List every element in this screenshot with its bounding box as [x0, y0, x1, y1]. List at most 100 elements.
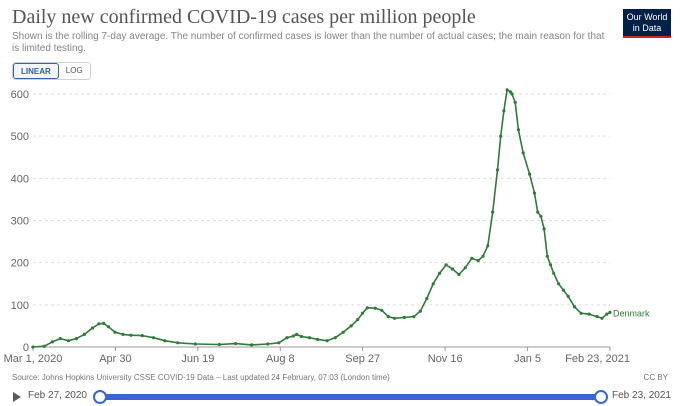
data-point: [380, 308, 384, 312]
data-point: [552, 271, 556, 275]
data-point: [491, 210, 495, 214]
data-point: [102, 321, 106, 325]
x-tick-label: Sep 27: [345, 353, 380, 365]
data-point: [476, 259, 480, 263]
data-point: [450, 267, 455, 271]
data-point: [502, 109, 506, 113]
data-point: [536, 210, 540, 214]
source-note: Source: Johns Hopkins University CSSE CO…: [12, 373, 390, 382]
data-point: [548, 263, 553, 267]
license-link[interactable]: CC BY: [643, 373, 668, 382]
data-point: [573, 305, 577, 309]
chart-title: Daily new confirmed COVID-19 cases per m…: [12, 6, 476, 28]
y-tick-label: 600: [11, 89, 29, 101]
x-tick-label: Jan 5: [514, 353, 541, 365]
data-point: [360, 311, 365, 315]
data-point: [151, 336, 156, 340]
data-point: [418, 309, 422, 313]
scale-toggle: LINEAR LOG: [12, 62, 91, 80]
data-point: [513, 100, 517, 104]
data-point: [386, 315, 390, 319]
data-point: [595, 315, 599, 319]
data-point: [50, 340, 54, 344]
data-point: [285, 336, 289, 340]
x-tick-label: Jun 19: [181, 353, 214, 365]
linear-scale-button[interactable]: LINEAR: [13, 63, 59, 79]
data-point: [163, 339, 167, 343]
data-point: [266, 342, 270, 346]
data-point: [499, 134, 503, 138]
timeline-start-handle[interactable]: [93, 390, 107, 404]
data-point: [333, 336, 337, 340]
data-point: [470, 256, 474, 260]
data-point: [299, 334, 303, 339]
timeline-start-label: Feb 27, 2020: [28, 390, 87, 401]
data-point: [341, 330, 345, 334]
data-point: [325, 339, 329, 343]
data-point: [277, 341, 281, 345]
data-point: [545, 254, 549, 258]
data-point: [250, 343, 254, 347]
x-tick-label: Nov 16: [428, 353, 463, 365]
play-icon[interactable]: [13, 392, 21, 402]
data-point: [121, 332, 125, 336]
data-point: [579, 311, 583, 315]
data-point: [295, 332, 299, 336]
y-tick-label: 100: [11, 300, 29, 312]
data-point: [97, 322, 101, 326]
data-point: [600, 316, 604, 320]
data-point: [542, 227, 546, 231]
data-point: [566, 294, 570, 298]
timeline-end-handle[interactable]: [594, 390, 608, 404]
data-point: [587, 312, 591, 316]
x-tick-label: Feb 23, 2021: [565, 353, 630, 365]
data-point: [373, 306, 377, 310]
data-point: [74, 337, 78, 341]
data-point: [521, 151, 525, 155]
data-point: [444, 263, 448, 267]
data-point: [58, 337, 62, 341]
data-point: [356, 318, 360, 322]
y-tick-label: 400: [11, 173, 29, 185]
data-point: [113, 330, 117, 334]
data-point: [31, 345, 35, 349]
data-point: [106, 325, 111, 329]
data-point: [291, 334, 295, 338]
x-tick-label: Apr 30: [99, 353, 131, 365]
x-tick-label: Mar 1, 2020: [4, 353, 63, 365]
timeline-track[interactable]: [99, 394, 601, 400]
data-point: [495, 168, 500, 172]
data-point: [90, 326, 95, 330]
data-point: [516, 128, 521, 132]
data-point: [608, 310, 612, 314]
data-point: [129, 333, 133, 337]
y-tick-label: 500: [11, 131, 29, 143]
series-line-denmark: [32, 89, 611, 348]
owid-logo[interactable]: Our World in Data: [623, 9, 671, 38]
timeline-end-label: Feb 23, 2021: [612, 390, 671, 401]
data-point: [82, 332, 86, 336]
data-point: [176, 341, 180, 345]
data-point: [431, 282, 435, 286]
data-point: [605, 312, 609, 316]
y-tick-label: 300: [11, 216, 29, 228]
timeline: Feb 27, 2020 Feb 23, 2021: [0, 388, 680, 406]
chart-subtitle: Shown is the rolling 7-day average. The …: [12, 31, 605, 54]
data-point: [42, 344, 46, 348]
y-tick-label: 200: [11, 258, 29, 270]
data-point: [393, 316, 397, 320]
log-scale-button[interactable]: LOG: [65, 66, 83, 75]
y-tick-label: 0: [23, 342, 29, 354]
data-point: [510, 92, 514, 96]
data-point: [66, 339, 70, 343]
data-point: [217, 342, 221, 347]
data-point: [539, 214, 543, 218]
data-point: [486, 244, 490, 248]
data-point: [505, 88, 509, 92]
data-point: [557, 282, 561, 286]
data-point: [457, 272, 461, 277]
data-point: [402, 315, 406, 320]
data-point: [365, 306, 369, 310]
data-point: [140, 334, 144, 338]
data-point: [561, 288, 566, 292]
